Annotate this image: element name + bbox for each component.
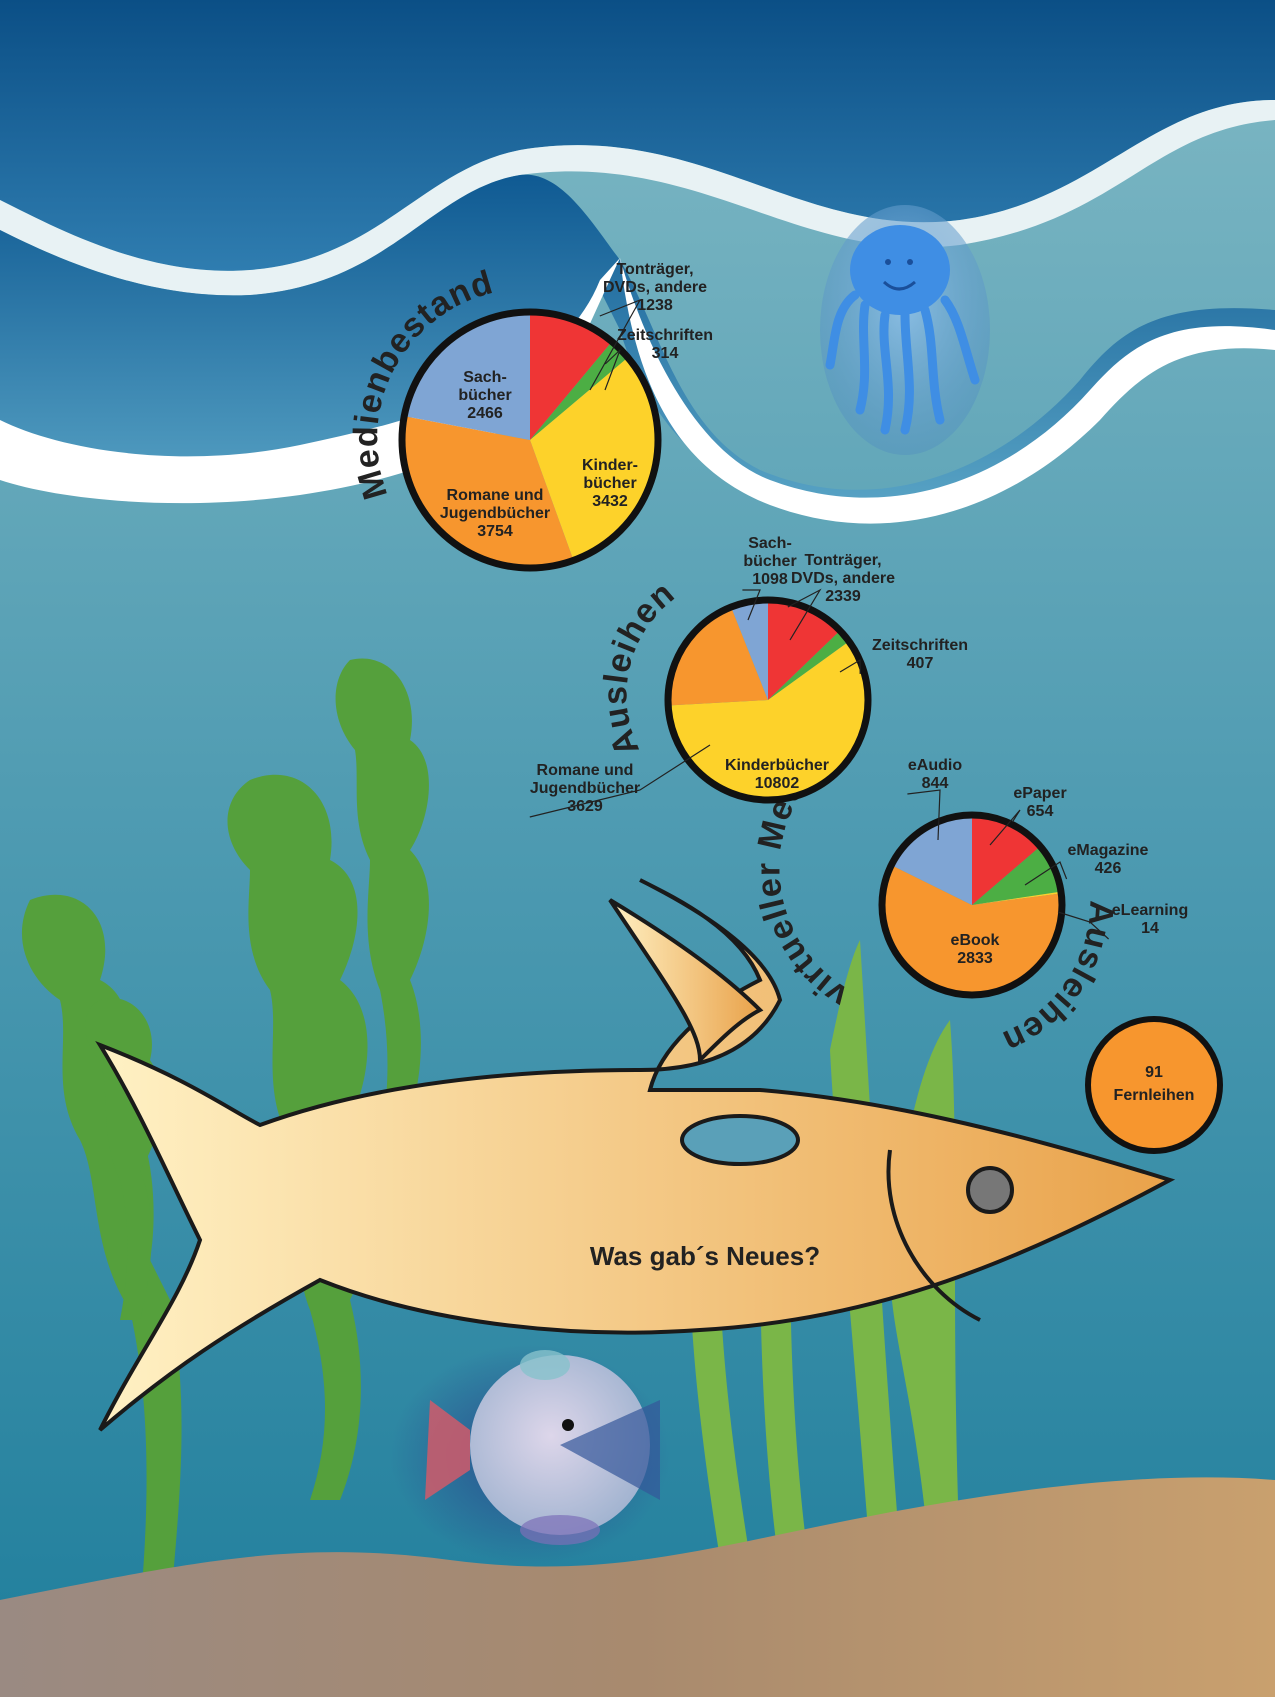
pie-slice-sachbücher bbox=[731, 600, 768, 700]
pie-slice-kinderbücher bbox=[668, 641, 868, 801]
leader-line bbox=[529, 744, 711, 818]
fish-gill bbox=[886, 1149, 981, 1322]
pie-slice-ebook bbox=[881, 865, 1062, 995]
pie-slice-tonträger-dvds-andere bbox=[530, 312, 612, 440]
pie-slice-kinderbücher bbox=[530, 357, 658, 561]
leader-line bbox=[1057, 911, 1110, 940]
pie-slice-tonträger-dvds-andere bbox=[768, 600, 841, 700]
leader-line bbox=[907, 789, 941, 841]
pie-outline bbox=[878, 811, 1066, 999]
slice-label: eLearning 14 bbox=[1112, 902, 1188, 937]
wave-foam-top bbox=[0, 100, 1275, 296]
pie-slice-epaper bbox=[972, 815, 1041, 905]
leader-line bbox=[604, 349, 621, 391]
slice-label: Zeitschriften 314 bbox=[617, 327, 713, 362]
pie-slice-emagazine bbox=[972, 846, 1062, 905]
pie-ausleihen: Tonträger, DVDs, andere 2339 Zeitschriften 4… bbox=[529, 535, 968, 818]
page-title: Was gab´s Neues? bbox=[590, 1241, 820, 1271]
slice-label: Romane und Jugendbücher 3629 bbox=[530, 762, 640, 815]
slice-label: eAudio 844 bbox=[908, 757, 962, 792]
leader-line bbox=[839, 658, 861, 675]
pie-slice-romane-und-jugendbücher bbox=[667, 607, 768, 706]
sea-floor bbox=[0, 1477, 1275, 1697]
slice-label: Zeitschriften 407 bbox=[872, 637, 968, 672]
leader-line bbox=[989, 809, 1021, 846]
pie-slice-eaudio bbox=[891, 815, 972, 905]
pie-slice-romane-und-jugendbücher bbox=[401, 416, 574, 568]
pie-outline bbox=[664, 596, 872, 804]
slice-label: Tonträger, DVDs, andere 2339 bbox=[791, 552, 895, 605]
fernleihen-count: 91 bbox=[1145, 1064, 1163, 1081]
leader-line bbox=[589, 298, 642, 391]
leader-line bbox=[787, 588, 822, 641]
fish-body bbox=[95, 878, 1176, 1432]
ball-fish-photo bbox=[390, 1345, 670, 1565]
slice-label: eMagazine 426 bbox=[1068, 842, 1149, 877]
fish-eye bbox=[966, 1166, 1014, 1214]
slice-label: Kinder-bücher 3432 bbox=[582, 457, 638, 510]
seaweed-left bbox=[21, 658, 429, 1610]
slice-label: Tonträger, DVDs, andere 1238 bbox=[603, 261, 707, 314]
fish-hole bbox=[680, 1114, 800, 1166]
pie-slice-sachbücher bbox=[404, 312, 530, 440]
pie-outline bbox=[398, 308, 662, 572]
slice-label: Sach-bücher 1098 bbox=[743, 535, 796, 588]
slice-label: Romane und Jugendbücher 3754 bbox=[440, 487, 550, 540]
leader-line bbox=[1024, 861, 1068, 886]
fernleihen-label: Fernleihen bbox=[1114, 1087, 1195, 1104]
pie-medienbestand: Tonträger, DVDs, andere 1238 Zeitschriften 3… bbox=[398, 261, 713, 572]
slice-label: Kinderbücher 10802 bbox=[725, 757, 829, 792]
jellyfish-photo bbox=[820, 205, 990, 455]
top-wave bbox=[0, 0, 1275, 271]
pie-slice-zeitschriften bbox=[768, 630, 849, 700]
pie-slice-elearning bbox=[972, 891, 1062, 905]
big-fish: Was gab´s Neues? bbox=[95, 878, 1176, 1432]
fernleihen-bubble: 91 Fernleihen bbox=[1085, 1016, 1223, 1154]
slice-label: ePaper 654 bbox=[1013, 785, 1066, 820]
slice-label: Sach-bücher 2466 bbox=[458, 369, 511, 422]
slice-label: eBook 2833 bbox=[951, 932, 1000, 967]
fish-dorsal-fin bbox=[608, 898, 764, 1065]
leader-line bbox=[742, 589, 761, 621]
